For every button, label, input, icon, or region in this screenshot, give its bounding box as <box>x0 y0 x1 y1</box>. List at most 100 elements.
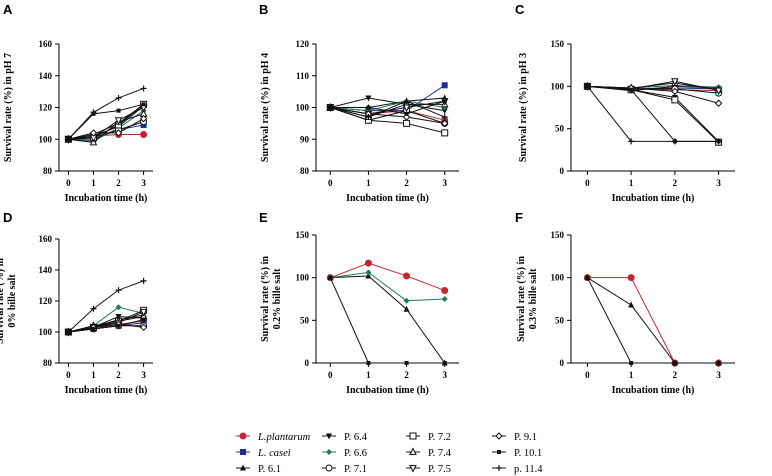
series-line <box>68 107 144 140</box>
data-point <box>403 98 410 105</box>
panel-e: E 0 50 100 150 0 1 2 3 Incubation time (h) Surviva… <box>259 210 459 396</box>
series-line <box>330 107 445 124</box>
data-point <box>115 304 122 311</box>
y-tick-label: 160 <box>39 39 53 49</box>
y-axis-title: Survival rate (%) in0.3% bille salt <box>516 256 539 342</box>
legend-item-p-6-4: P. 6.4 <box>322 432 368 443</box>
panel-f: F 0 50 100 150 0 1 2 3 Incubation time (h) Surviva… <box>515 210 735 396</box>
series-p-7-2 <box>583 82 723 146</box>
legend-label: P. 6.4 <box>344 432 368 443</box>
y-tick-label: 150 <box>551 230 565 240</box>
legend-label: L. casei <box>257 448 291 459</box>
data-point <box>628 301 635 308</box>
y-tick-label: 80 <box>43 166 53 176</box>
data-point <box>715 138 722 145</box>
series-line <box>68 87 144 140</box>
panel-c: C 0 50 100 150 0 1 2 3 Incubation time (h) Surviva… <box>515 2 735 204</box>
series-line <box>68 103 144 140</box>
y-tick-label: 110 <box>296 71 310 81</box>
series-line <box>587 85 719 143</box>
y-tick-label: 120 <box>39 103 53 113</box>
data-point <box>116 323 121 328</box>
data-point <box>139 323 148 332</box>
y-axis-title-line: 0% bille salt <box>7 274 18 328</box>
x-tick-label: 2 <box>116 370 121 380</box>
y-tick-label: 0 <box>305 358 310 368</box>
data-point <box>366 105 371 110</box>
legend-marker <box>496 465 502 471</box>
data-point <box>89 129 98 137</box>
legend-label: P. 10.1 <box>514 448 542 459</box>
panel-d: D 80 100 120 140 160 0 1 2 3 Incubation time (h) Su… <box>0 210 153 396</box>
data-point <box>365 114 372 121</box>
panel-letter: B <box>259 2 268 17</box>
series-p-11-4 <box>584 83 722 145</box>
y-axis-title-line: 0.3% bille salt <box>528 268 539 330</box>
legend: L.plantarum L. casei P. 6.1 P. 6.4 P. 6.6 P. … <box>236 432 543 475</box>
panel-letter: C <box>515 2 525 17</box>
data-point <box>141 317 146 322</box>
legend-marker <box>240 464 246 471</box>
panel-b: B 80 90 100 110 120 0 1 2 3 Incubation time (h) Sur… <box>259 2 459 204</box>
legend-label: P. 9.1 <box>514 432 537 443</box>
data-point <box>139 308 148 317</box>
data-point <box>671 96 679 104</box>
x-tick-label: 1 <box>629 178 634 188</box>
data-point <box>403 119 411 127</box>
series-line <box>330 107 445 134</box>
data-point <box>440 119 449 128</box>
data-point <box>364 259 372 267</box>
legend-label: P. 6.6 <box>344 448 367 459</box>
series-line <box>586 277 719 364</box>
x-tick-label: 3 <box>716 370 721 380</box>
data-point <box>629 361 634 365</box>
x-axis-title: Incubation time (h) <box>346 193 429 204</box>
x-tick-label: 3 <box>141 370 146 380</box>
series-line <box>68 319 144 333</box>
series-line <box>68 113 144 143</box>
series-line <box>68 118 144 140</box>
y-tick-label: 100 <box>296 273 310 283</box>
panel-letter: E <box>259 210 268 225</box>
data-point <box>328 275 333 280</box>
y-tick-label: 140 <box>39 265 53 275</box>
legend-item-p-7-2: P. 7.2 <box>406 432 451 443</box>
panel-a: A 80 100 120 140 160 0 1 2 3 Incubation time (h) Su… <box>3 2 153 204</box>
legend-marker <box>239 432 247 440</box>
legend-marker <box>409 447 417 455</box>
y-tick-label: 150 <box>296 230 310 240</box>
legend-label: P. 7.4 <box>428 448 452 459</box>
x-tick-label: 0 <box>66 370 71 380</box>
data-point <box>90 305 97 312</box>
y-tick-label: 0 <box>560 358 565 368</box>
x-tick-label: 2 <box>404 178 409 188</box>
y-axis-title: Survival rate (%) in pH 4 <box>260 53 271 162</box>
y-tick-label: 120 <box>39 296 53 306</box>
legend-item-p-7-1: P. 7.1 <box>322 464 367 475</box>
x-axis-title: Incubation time (h) <box>65 385 148 396</box>
x-tick-label: 1 <box>91 370 96 380</box>
series-p-11-4 <box>327 98 448 121</box>
y-tick-label: 140 <box>39 71 53 81</box>
data-point <box>365 269 372 276</box>
x-tick-label: 3 <box>716 178 721 188</box>
legend-marker <box>325 464 333 472</box>
legend-label: P. 6.1 <box>258 464 281 475</box>
legend-item-p-9-1: P. 9.1 <box>492 432 537 443</box>
data-point <box>441 129 449 137</box>
data-point <box>442 361 447 365</box>
y-tick-label: 150 <box>551 39 565 49</box>
x-tick-label: 2 <box>673 370 678 380</box>
data-point <box>629 87 634 92</box>
series-line <box>330 272 445 302</box>
series-p-11-4 <box>65 85 147 143</box>
data-point <box>327 104 334 111</box>
data-point <box>442 99 447 104</box>
legend-item-l-plantarum: L.plantarum <box>236 432 311 443</box>
data-point <box>672 361 677 365</box>
x-tick-label: 1 <box>91 178 96 188</box>
x-axis-title: Incubation time (h) <box>346 385 429 396</box>
data-point <box>441 296 448 302</box>
data-point <box>441 108 448 115</box>
